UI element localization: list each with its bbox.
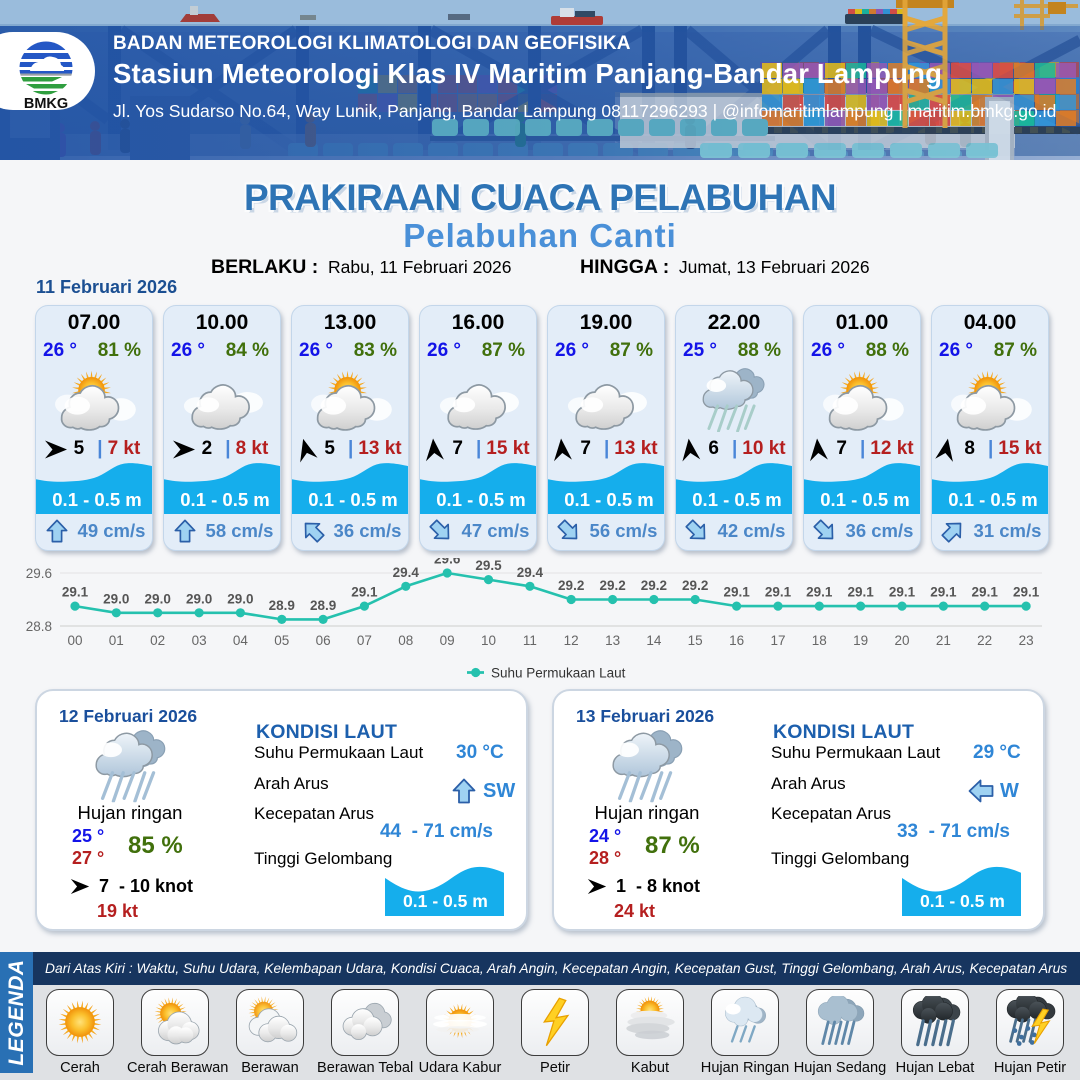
svg-text:29.2: 29.2 <box>558 578 584 593</box>
svg-text:29.1: 29.1 <box>351 585 378 600</box>
svg-text:0.1 - 0.5 m: 0.1 - 0.5 m <box>403 891 488 911</box>
svg-text:14: 14 <box>646 633 662 648</box>
svg-text:19: 19 <box>853 633 868 648</box>
svg-text:0.1 - 0.5 m: 0.1 - 0.5 m <box>436 489 525 510</box>
svg-text:29.4: 29.4 <box>393 565 420 580</box>
svg-text:29.1: 29.1 <box>806 585 833 600</box>
svg-text:BMKG: BMKG <box>24 96 68 109</box>
svg-text:0.1 - 0.5 m: 0.1 - 0.5 m <box>180 489 269 510</box>
svg-text:00: 00 <box>67 633 82 648</box>
svg-text:23: 23 <box>1019 633 1034 648</box>
svg-text:11: 11 <box>523 633 537 648</box>
svg-text:0.1 - 0.5 m: 0.1 - 0.5 m <box>820 489 909 510</box>
svg-text:06: 06 <box>316 633 331 648</box>
svg-text:0.1 - 0.5 m: 0.1 - 0.5 m <box>52 489 141 510</box>
svg-text:0.1 - 0.5 m: 0.1 - 0.5 m <box>692 489 781 510</box>
svg-text:08: 08 <box>398 633 413 648</box>
svg-text:29.1: 29.1 <box>723 585 750 600</box>
svg-text:28.9: 28.9 <box>310 598 336 613</box>
svg-text:29.5: 29.5 <box>475 558 502 573</box>
svg-text:07: 07 <box>357 633 372 648</box>
svg-text:28.9: 28.9 <box>269 598 295 613</box>
svg-text:10: 10 <box>481 633 496 648</box>
svg-text:05: 05 <box>274 633 289 648</box>
svg-text:0.1 - 0.5 m: 0.1 - 0.5 m <box>920 891 1005 911</box>
svg-text:Suhu Permukaan Laut: Suhu Permukaan Laut <box>491 666 626 681</box>
svg-text:22: 22 <box>977 633 992 648</box>
svg-text:29.0: 29.0 <box>186 591 212 606</box>
svg-text:12: 12 <box>564 633 579 648</box>
svg-text:29.1: 29.1 <box>930 585 957 600</box>
svg-text:01: 01 <box>109 633 124 648</box>
svg-text:29.1: 29.1 <box>1013 585 1040 600</box>
svg-text:0.1 - 0.5 m: 0.1 - 0.5 m <box>564 489 653 510</box>
svg-text:29.0: 29.0 <box>227 591 253 606</box>
svg-text:29.2: 29.2 <box>682 578 708 593</box>
svg-text:20: 20 <box>894 633 909 648</box>
svg-text:13: 13 <box>605 633 620 648</box>
svg-text:29.2: 29.2 <box>641 578 667 593</box>
svg-text:29.1: 29.1 <box>847 585 874 600</box>
svg-text:29.2: 29.2 <box>599 578 625 593</box>
svg-text:29.1: 29.1 <box>889 585 916 600</box>
svg-text:28.8: 28.8 <box>26 619 52 634</box>
svg-text:17: 17 <box>770 633 785 648</box>
svg-text:16: 16 <box>729 633 744 648</box>
svg-text:0.1 - 0.5 m: 0.1 - 0.5 m <box>308 489 397 510</box>
svg-text:21: 21 <box>936 633 951 648</box>
svg-text:29.6: 29.6 <box>26 566 52 581</box>
svg-text:29.1: 29.1 <box>972 585 999 600</box>
svg-text:29.1: 29.1 <box>62 585 89 600</box>
svg-text:09: 09 <box>440 633 455 648</box>
svg-text:02: 02 <box>150 633 165 648</box>
svg-text:15: 15 <box>688 633 703 648</box>
svg-text:29.4: 29.4 <box>517 565 544 580</box>
svg-text:29.1: 29.1 <box>765 585 792 600</box>
svg-text:0.1 - 0.5 m: 0.1 - 0.5 m <box>948 489 1037 510</box>
svg-text:03: 03 <box>192 633 207 648</box>
svg-text:18: 18 <box>812 633 827 648</box>
svg-text:29.0: 29.0 <box>103 591 129 606</box>
svg-text:29.0: 29.0 <box>145 591 171 606</box>
svg-text:29.6: 29.6 <box>434 558 461 567</box>
svg-text:04: 04 <box>233 633 249 648</box>
